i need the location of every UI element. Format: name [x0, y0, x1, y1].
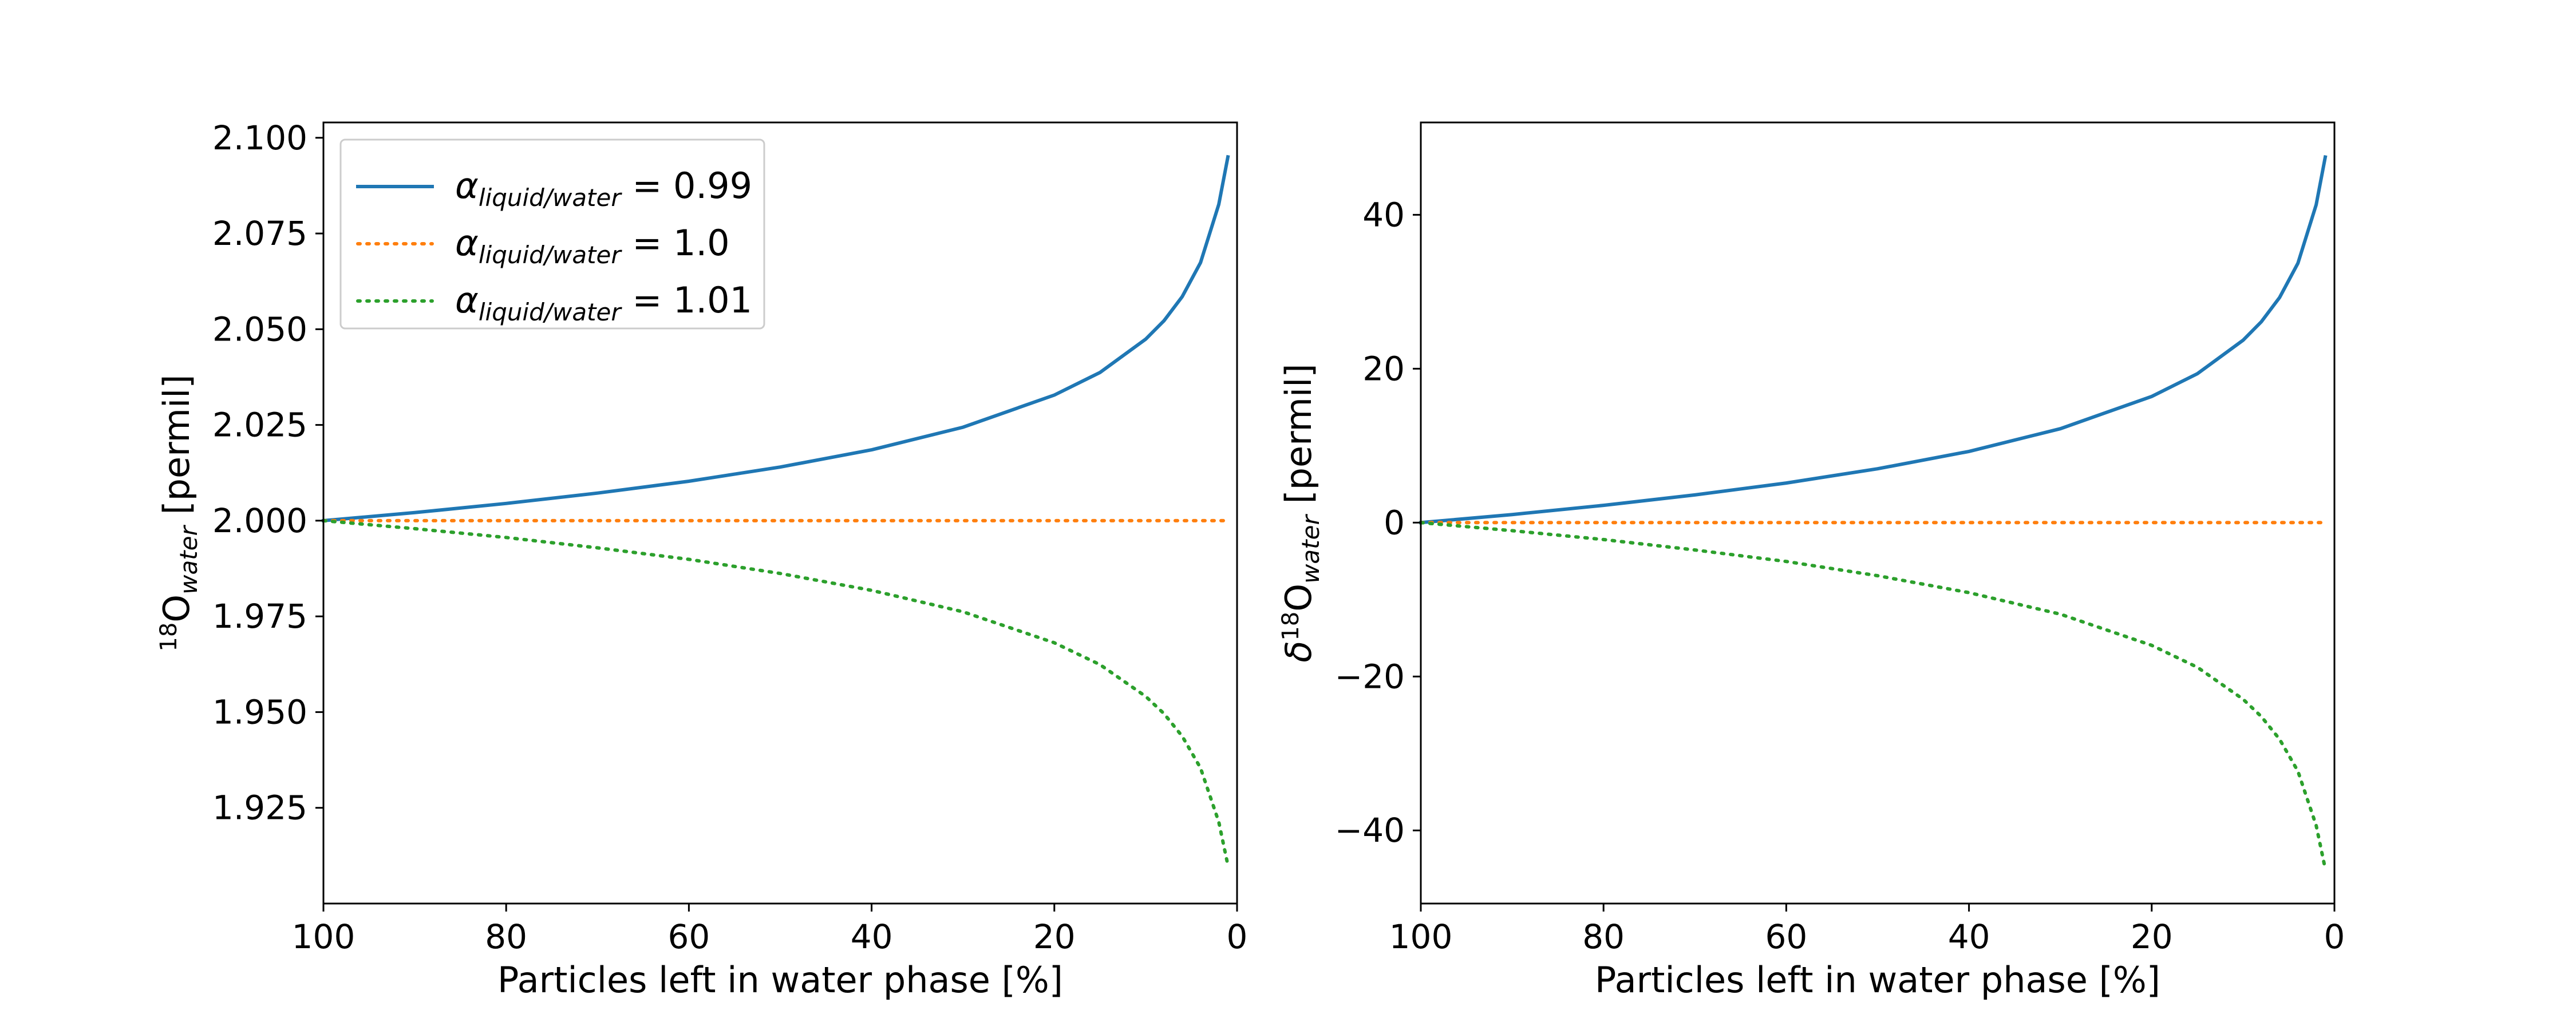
- right-y-tick-label-3: −20: [1335, 657, 1405, 696]
- legend-label-1: αliquid/water = 1.0: [455, 222, 730, 269]
- legend-frame: [339, 138, 765, 330]
- left-y-tick-label-2: 2.050: [212, 310, 307, 348]
- right-x-tick-label-1: 80: [1582, 917, 1625, 956]
- left-series-2-line: [322, 518, 1230, 867]
- legend-label-0-subscript: liquid/water: [479, 184, 622, 212]
- left-x-tick-label-1: 80: [485, 917, 527, 956]
- right-series-2-line: [1419, 521, 2327, 871]
- left-y-axis-label: 18Owater [permil]: [156, 374, 203, 651]
- left-y-label-unit: [permil]: [156, 374, 197, 526]
- legend-label-2-symbol: α: [455, 279, 479, 321]
- left-y-tick-label-7: 1.925: [212, 789, 307, 827]
- right-y-axis-label: δ18Owater [permil]: [1278, 363, 1325, 662]
- left-y-tick-label-3: 2.025: [212, 406, 307, 445]
- right-x-tick-label-2: 60: [1765, 917, 1807, 956]
- right-y-tick-label-2: 0: [1384, 503, 1405, 542]
- legend-label-2-subscript: liquid/water: [479, 298, 622, 326]
- right-y-tick-label-0: 40: [1362, 195, 1405, 234]
- left-y-tick-label-4: 2.000: [212, 501, 307, 540]
- left-y-label-subscript: water: [175, 525, 203, 595]
- left-x-tick-label-5: 0: [1227, 917, 1248, 956]
- legend-label-0: αliquid/water = 0.99: [455, 165, 752, 212]
- left-series-layer: [321, 154, 1230, 867]
- right-y-label-superscript: 18: [1278, 612, 1304, 641]
- legend-label-0-value: = 0.99: [621, 165, 752, 207]
- right-x-tick-label-4: 20: [2131, 917, 2173, 956]
- legend-label-1-subscript: liquid/water: [479, 241, 622, 269]
- right-y-label-delta: δ: [1278, 641, 1319, 663]
- left-axes-frame: [322, 121, 1238, 905]
- left-y-label-main: O: [156, 595, 197, 623]
- left-y-tick-label-6: 1.950: [212, 692, 307, 731]
- legend-label-2-value: = 1.01: [621, 279, 752, 321]
- left-y-label-superscript: 18: [156, 623, 182, 652]
- legend-label-2: αliquid/water = 1.01: [455, 279, 752, 326]
- right-y-label-unit: [permil]: [1278, 363, 1319, 515]
- right-y-tick-label-4: −40: [1335, 811, 1405, 850]
- left-y-tick-label-1: 2.075: [212, 214, 307, 253]
- right-tick-layer: 100 80 60 40 20 0 40 20 0 −20 −40: [1335, 195, 2345, 956]
- right-x-tick-label-3: 40: [1948, 917, 1990, 956]
- left-chart-panel: 100 80 60 40 20 0 2.100 2.075 2.050 2.025 2.000 1.9…: [156, 118, 1247, 1001]
- right-series-layer: [1419, 154, 2328, 871]
- right-y-tick-label-1: 20: [1362, 349, 1405, 388]
- legend-label-1-symbol: α: [455, 222, 479, 264]
- right-y-label-subscript: water: [1297, 514, 1325, 584]
- left-y-tick-label-5: 1.975: [212, 597, 307, 636]
- legend-label-1-value: = 1.0: [621, 222, 730, 264]
- right-x-tick-label-0: 100: [1389, 917, 1453, 956]
- left-x-axis-label: Particles left in water phase [%]: [497, 959, 1063, 1001]
- left-tick-layer: 100 80 60 40 20 0 2.100 2.075 2.050 2.025 2.000 1.9…: [212, 118, 1248, 956]
- right-y-label-main: O: [1278, 584, 1319, 612]
- left-x-tick-label-0: 100: [292, 917, 355, 956]
- legend-label-0-symbol: α: [455, 165, 479, 207]
- right-x-axis-label: Particles left in water phase [%]: [1595, 959, 2160, 1001]
- left-y-tick-label-0: 2.100: [212, 118, 307, 157]
- left-x-tick-label-2: 60: [667, 917, 710, 956]
- right-axes-frame: [1420, 121, 2336, 905]
- right-series-0-line: [1419, 154, 2328, 525]
- right-chart-panel: 100 80 60 40 20 0 40 20 0 −20 −40 Particles left i…: [1278, 121, 2345, 1001]
- left-series-0-line: [321, 154, 1230, 523]
- left-x-tick-label-3: 40: [851, 917, 893, 956]
- right-x-tick-label-5: 0: [2324, 917, 2345, 956]
- left-x-tick-label-4: 20: [1033, 917, 1076, 956]
